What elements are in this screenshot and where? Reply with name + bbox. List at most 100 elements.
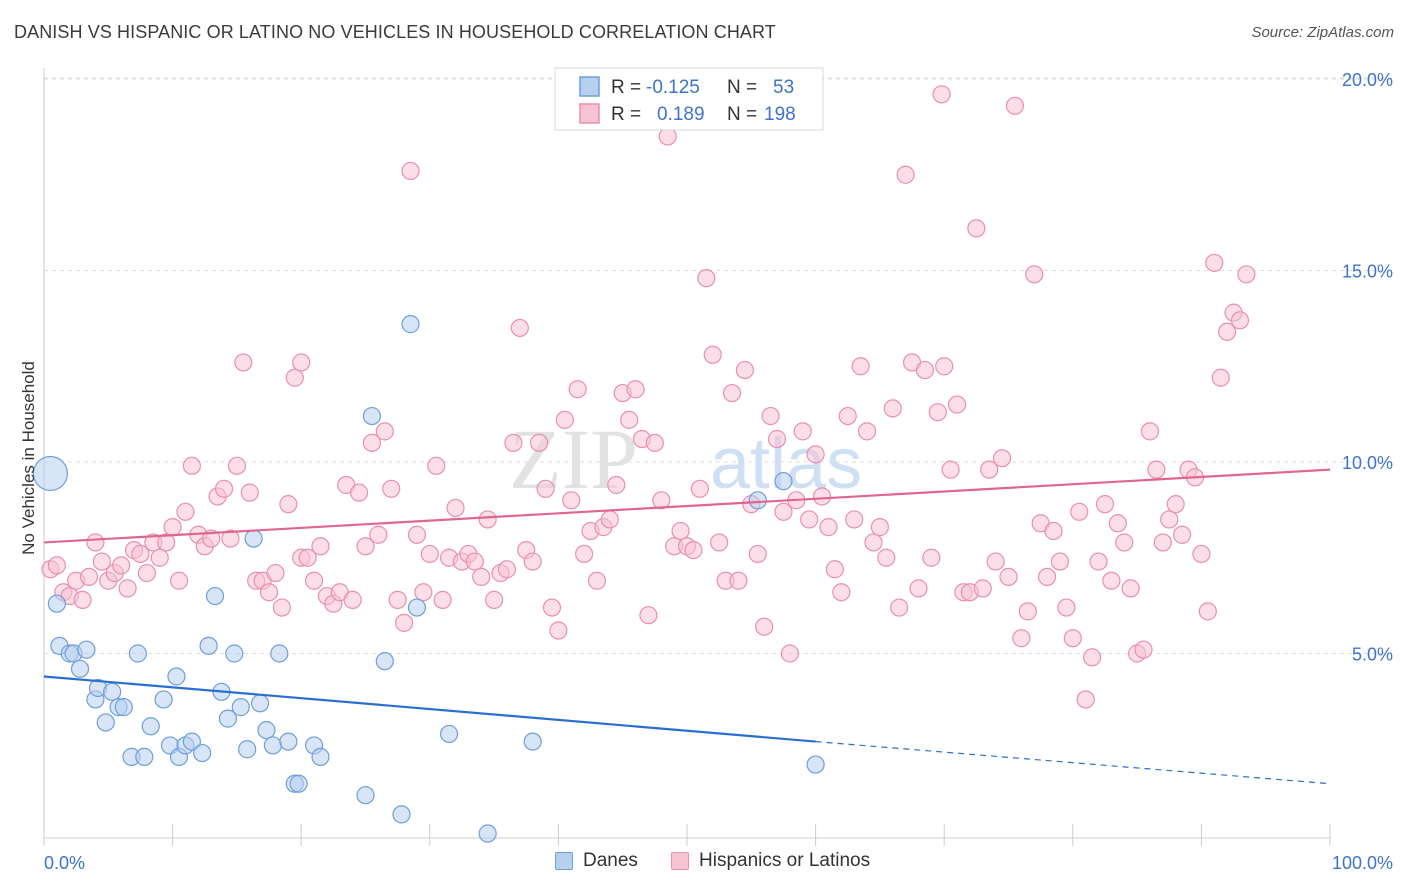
hispanic-point	[922, 548, 941, 567]
y-tick-label: 5.0%	[1352, 645, 1393, 665]
hispanic-point	[1050, 552, 1070, 571]
hispanic-point	[530, 433, 549, 452]
hispanic-point	[832, 583, 851, 602]
hispanic-point	[266, 563, 285, 583]
hispanic-point	[1166, 495, 1185, 514]
danes-point	[375, 652, 394, 671]
hispanic-point	[1018, 602, 1037, 621]
hispanic-point	[433, 590, 452, 609]
hispanic-point	[587, 571, 607, 590]
hispanic-point	[932, 85, 951, 104]
hispanic-point	[652, 491, 671, 510]
hispanic-point	[896, 165, 915, 184]
hispanic-point	[375, 422, 394, 441]
hispanic-point	[311, 537, 330, 556]
hispanic-point	[857, 422, 877, 441]
hispanic-point	[1237, 265, 1256, 284]
hispanic-point	[806, 445, 825, 464]
hispanic-point	[575, 544, 594, 564]
hispanic-point	[298, 548, 317, 567]
hispanic-point	[150, 548, 169, 567]
hispanic-point	[1089, 552, 1108, 571]
hispanic-point	[697, 269, 716, 288]
hispanic-point	[684, 540, 703, 560]
hispanic-point	[986, 552, 1005, 571]
hispanic-point	[542, 598, 562, 617]
legend: R = -0.125 N = 53 R = 0.189 N = 198	[554, 67, 824, 131]
hispanic-point	[1115, 533, 1134, 552]
hispanic-point	[562, 491, 581, 510]
hispanic-point	[112, 556, 131, 575]
hispanic-point	[1218, 322, 1237, 341]
hispanic-point	[414, 583, 433, 602]
danes-point	[263, 736, 283, 755]
bottom-legend-swatch-danes	[555, 852, 573, 870]
hispanic-point	[812, 487, 832, 506]
danes-point	[70, 659, 90, 678]
hispanic-point	[202, 529, 221, 548]
danes-point	[182, 732, 201, 751]
y-tick-label: 20.0%	[1342, 70, 1393, 90]
hispanic-point	[671, 521, 690, 541]
hispanic-point	[1044, 521, 1063, 541]
hispanic-point	[1230, 311, 1250, 330]
hispanic-point	[1012, 629, 1031, 648]
hispanic-point	[234, 353, 253, 372]
hispanic-point	[645, 433, 664, 452]
hispanic-point	[362, 433, 382, 452]
danes-point	[32, 455, 69, 492]
hispanic-point	[176, 502, 195, 521]
hispanic-point	[478, 510, 497, 529]
hispanic-point	[407, 525, 427, 544]
hispanic-point	[780, 644, 799, 663]
danes-point	[167, 667, 186, 686]
hispanic-point	[304, 571, 324, 590]
danes-point	[279, 732, 298, 751]
watermark: ZIP atlas	[509, 411, 862, 507]
hispanic-point	[182, 456, 201, 475]
hispanic-point	[722, 383, 742, 403]
hispanic-point	[607, 475, 626, 495]
danes-point	[238, 740, 257, 759]
hispanic-point	[221, 529, 240, 548]
hispanic-point	[420, 544, 439, 564]
hispanic-point	[877, 548, 896, 567]
bottom-legend-label-hisp: Hispanics or Latinos	[699, 850, 871, 871]
hispanic-point	[137, 563, 156, 583]
hispanic-point	[1108, 514, 1127, 533]
hispanic-point	[369, 525, 388, 544]
hispanic-point	[825, 560, 844, 579]
hispanic-point	[79, 567, 99, 587]
hispanic-point	[472, 567, 491, 587]
danes-trend-extension	[815, 740, 1331, 785]
hispanic-point	[941, 460, 960, 479]
hispanic-point	[767, 429, 787, 449]
danes-point	[401, 315, 420, 334]
legend-r-value-1: -0.125	[646, 77, 700, 98]
danes-point	[523, 732, 542, 751]
hispanic-point	[1102, 571, 1121, 590]
hispanic-point	[292, 353, 311, 372]
bottom-legend-label-danes: Danes	[583, 850, 638, 871]
danes-point	[362, 406, 382, 426]
danes-point	[257, 720, 276, 740]
hispanic-point	[1153, 533, 1172, 552]
hispanic-point	[510, 318, 529, 338]
hispanic-point	[864, 533, 883, 552]
hispanic-point	[1057, 598, 1076, 617]
hispanic-point	[915, 360, 935, 380]
hispanic-point	[935, 357, 954, 376]
x-tick-label-min: 0.0%	[44, 853, 85, 873]
danes-point	[154, 690, 173, 709]
danes-point	[244, 529, 263, 548]
hispanic-point	[1211, 368, 1230, 387]
hispanic-point	[568, 380, 587, 399]
hispanic-point	[620, 410, 639, 429]
danes-point	[289, 774, 308, 793]
danes-point	[478, 824, 497, 843]
hispanic-point	[1173, 525, 1192, 544]
hispanic-point	[690, 479, 709, 498]
legend-swatch-danes	[579, 76, 600, 97]
bottom-legend: Danes Hispanics or Latinos	[0, 850, 1406, 878]
legend-swatch-hisp	[579, 103, 600, 124]
